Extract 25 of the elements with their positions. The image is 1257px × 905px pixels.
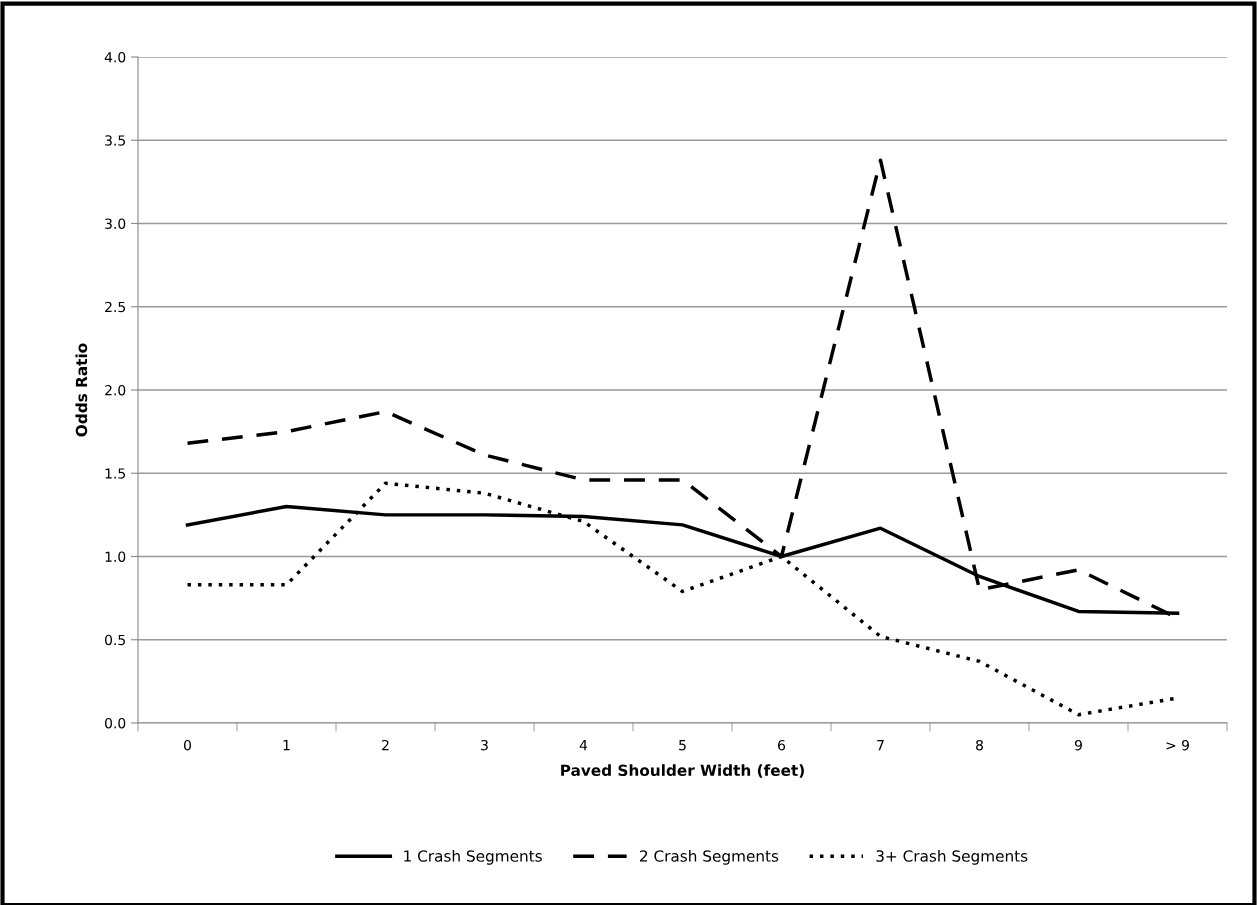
- y-tick-label: 1.0: [105, 551, 126, 562]
- x-tick-label: 4: [579, 740, 588, 751]
- x-tick-label: 6: [778, 739, 786, 751]
- y-tick-label: 4.0: [104, 51, 126, 63]
- x-tick-label: 5: [679, 740, 686, 751]
- x-tick-label: 7: [877, 740, 884, 751]
- x-tick-label: 2: [382, 739, 389, 751]
- legend-label: 3+ Crash Segments: [876, 849, 1028, 865]
- y-tick-label: 3.0: [105, 218, 126, 229]
- x-tick-label: 8: [976, 739, 983, 751]
- x-tick-label: 1: [283, 740, 290, 751]
- x-tick-label: 9: [1074, 739, 1082, 751]
- y-tick-label: 3.5: [105, 135, 125, 146]
- y-tick-label: 2.0: [105, 384, 126, 396]
- y-tick-label: 2.5: [105, 301, 125, 313]
- x-axis-title: Paved Shoulder Width (feet): [561, 764, 804, 778]
- legend-label: 2 Crash Segments: [640, 849, 779, 865]
- x-tick-label: 0: [184, 739, 191, 751]
- x-tick-label: 3: [481, 739, 488, 751]
- y-tick-label: 1.5: [105, 468, 125, 479]
- y-axis-title: Odds Ratio: [75, 343, 88, 437]
- y-tick-label: 0.0: [105, 717, 126, 729]
- y-tick-label: 0.5: [105, 634, 125, 646]
- legend-label: 1 Crash Segments: [404, 849, 542, 865]
- x-tick-label: > 9: [1166, 739, 1189, 751]
